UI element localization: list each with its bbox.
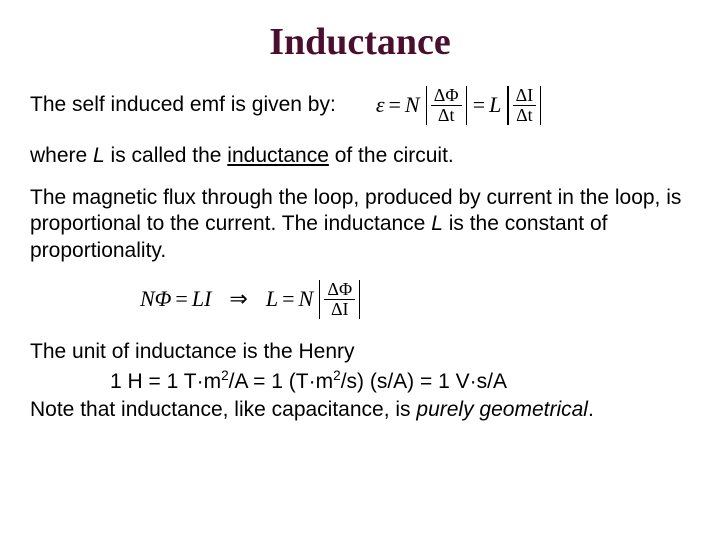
symbol-N: N xyxy=(405,92,420,118)
abs-dphi-dt: ΔΦ Δt xyxy=(424,86,469,125)
intro-row: The self induced emf is given by: ε = N … xyxy=(30,86,690,125)
intro-text: The self induced emf is given by: xyxy=(30,92,336,118)
delta-I2: ΔI xyxy=(328,300,352,319)
delta-phi2: ΔΦ xyxy=(324,280,355,300)
explanation-para: The magnetic flux through the loop, prod… xyxy=(30,185,690,264)
equals-3: = xyxy=(175,286,187,312)
delta-phi: ΔΦ xyxy=(431,86,462,106)
arrow-icon: ⇒ xyxy=(229,286,247,312)
unit-equation: 1 H = 1 T·m2/A = 1 (T·m2/s) (s/A) = 1 V·… xyxy=(30,367,690,395)
def-mid: is called the xyxy=(105,144,228,167)
def-pre: where xyxy=(30,144,93,167)
delta-I: ΔI xyxy=(513,86,537,106)
definition-line: where L is called the inductance of the … xyxy=(30,143,690,169)
equals: = xyxy=(389,92,401,118)
def-inductance: inductance xyxy=(227,144,329,167)
symbol-L2: L xyxy=(266,286,278,312)
equation-emf: ε = N ΔΦ Δt = L ΔI Δt xyxy=(376,86,544,125)
symbol-L: L xyxy=(489,92,501,118)
delta-t: Δt xyxy=(435,106,458,125)
unit-c: /s) (s/A) = 1 V·s/A xyxy=(341,370,507,393)
symbol-LI: LI xyxy=(192,286,212,312)
note-a: Note that inductance, like capacitance, … xyxy=(30,398,416,421)
abs-di-dt: ΔI Δt xyxy=(505,86,543,125)
note-line: Note that inductance, like capacitance, … xyxy=(30,397,690,423)
equals-4: = xyxy=(282,286,294,312)
def-post: of the circuit. xyxy=(329,144,454,167)
unit-a: 1 H = 1 T·m xyxy=(110,370,221,393)
unit-line: The unit of inductance is the Henry xyxy=(30,339,690,365)
abs-dphi-di: ΔΦ ΔI xyxy=(317,280,362,319)
delta-t2: Δt xyxy=(513,106,536,125)
symbol-epsilon: ε xyxy=(376,92,385,118)
def-L: L xyxy=(93,144,105,167)
sup-1: 2 xyxy=(221,368,229,383)
equals-2: = xyxy=(473,92,485,118)
symbol-N2: N xyxy=(299,286,314,312)
equation-inductance: NΦ = LI ⇒ L = N ΔΦ ΔI xyxy=(30,280,690,319)
symbol-NPhi: NΦ xyxy=(140,286,171,312)
sup-2: 2 xyxy=(333,368,341,383)
note-b: purely geometrical xyxy=(416,398,588,421)
note-c: . xyxy=(588,398,594,421)
page-title: Inductance xyxy=(30,20,690,64)
exp-L: L xyxy=(431,212,443,235)
unit-b: /A = 1 (T·m xyxy=(229,370,333,393)
